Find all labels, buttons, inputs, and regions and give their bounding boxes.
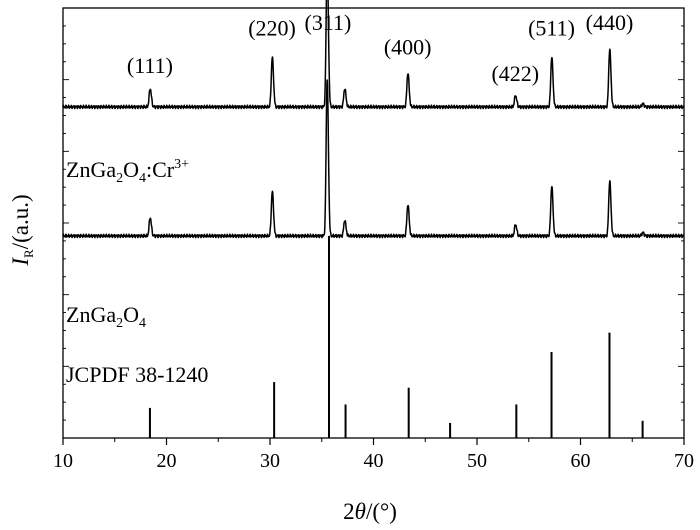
x-tick-label-60: 60	[571, 450, 591, 472]
x-tick-label-50: 50	[467, 450, 487, 472]
peak-label-1: (220)	[248, 16, 296, 41]
x-tick-label-20: 20	[157, 450, 177, 472]
peak-label-3: (400)	[384, 34, 432, 59]
series-label-zngao4-cr: ZnGa2O4:Cr3+	[66, 157, 189, 186]
x-tick-label-70: 70	[674, 450, 694, 472]
xrd-line-series-1	[62, 79, 685, 239]
peak-labels: (111) (220) (311) (400) (422) (511) (440)	[127, 10, 633, 86]
xrd-line-series-0	[62, 0, 685, 110]
peak-label-0: (111)	[127, 53, 173, 78]
peak-label-5: (511)	[528, 16, 575, 41]
x-axis-label: 2θ/(°)	[343, 499, 397, 524]
x-axis-tick-labels: 10 20 30 40 50 60 70	[53, 450, 694, 472]
x-tick-label-40: 40	[364, 450, 384, 472]
series-label-jcpdf: JCPDF 38-1240	[66, 362, 208, 387]
x-axis-ticks	[62, 438, 685, 445]
peak-label-4: (422)	[491, 61, 539, 86]
x-tick-label-30: 30	[260, 450, 280, 472]
y-axis-ticks	[63, 25, 684, 421]
peak-label-6: (440)	[586, 10, 634, 35]
series-group	[62, 0, 685, 438]
y-axis-label: IR/(a.u.)	[8, 194, 36, 266]
peak-label-2: (311)	[305, 10, 352, 35]
x-tick-label-10: 10	[53, 450, 73, 472]
series-label-zngao4: ZnGa2O4	[66, 302, 146, 331]
